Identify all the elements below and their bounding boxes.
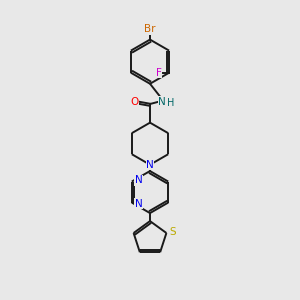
Text: F: F bbox=[156, 68, 162, 78]
Text: N: N bbox=[158, 97, 166, 106]
Text: S: S bbox=[169, 227, 176, 237]
Text: N: N bbox=[135, 199, 142, 208]
Text: N: N bbox=[135, 176, 142, 185]
Text: N: N bbox=[146, 160, 154, 170]
Text: Br: Br bbox=[144, 24, 156, 34]
Text: H: H bbox=[167, 98, 174, 108]
Text: O: O bbox=[130, 97, 138, 106]
